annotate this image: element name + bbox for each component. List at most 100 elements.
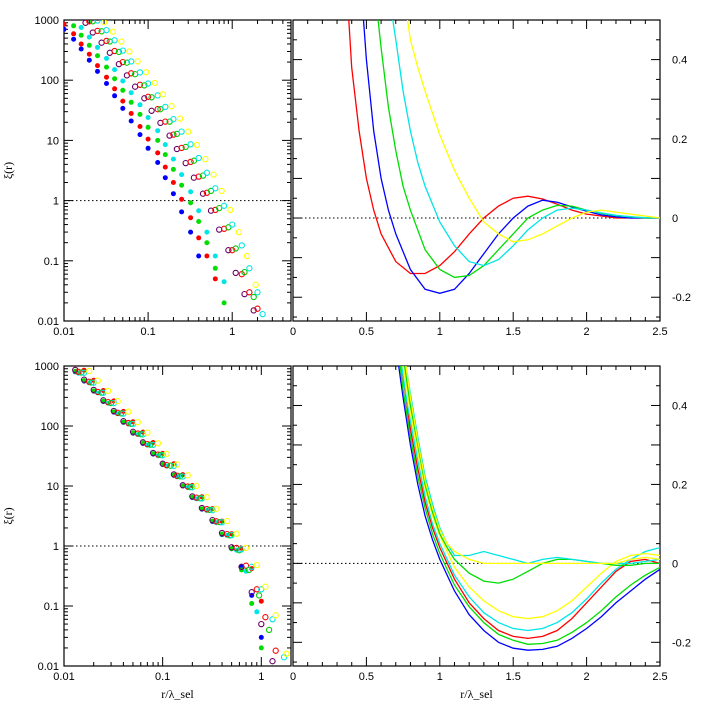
data-point <box>155 160 161 165</box>
data-point <box>210 171 217 178</box>
data-point <box>128 90 134 96</box>
data-point <box>137 431 144 438</box>
plot-frame <box>63 365 292 667</box>
data-point <box>170 166 176 172</box>
data-point <box>248 589 255 596</box>
data-point <box>166 132 173 139</box>
data-point <box>118 38 125 45</box>
plot-frame <box>292 19 661 322</box>
x-tick-label: 0.01 <box>53 326 74 338</box>
data-point <box>283 650 290 657</box>
data-point <box>167 462 174 469</box>
data-point <box>258 645 264 651</box>
data-point <box>188 215 194 221</box>
data-layer <box>72 366 290 665</box>
data-point <box>112 86 118 92</box>
data-point <box>209 516 216 524</box>
data-point <box>246 265 253 272</box>
y-tick-label: 1000 <box>35 15 59 27</box>
data-point <box>154 440 162 447</box>
data-point <box>147 441 154 448</box>
panel-bottom-right: 0 0.5 1 1.5 2 2.5 -0.2 0 0.2 0.4 r/λ_sel <box>290 365 691 701</box>
data-point <box>86 20 93 25</box>
data-point <box>189 493 196 500</box>
y-tick-label: 100 <box>41 75 59 87</box>
data-point <box>187 141 194 148</box>
y-tick-label: 0.4 <box>672 400 687 412</box>
data-point <box>78 32 84 38</box>
data-point <box>104 74 109 80</box>
data-point <box>255 592 263 599</box>
data-point <box>213 518 220 525</box>
x-axis-title: r/λ_sel <box>161 687 194 701</box>
data-point <box>254 289 261 296</box>
series-line <box>402 366 660 620</box>
data-point <box>78 25 84 30</box>
data-point <box>123 59 131 66</box>
data-point <box>82 20 89 26</box>
y-tick-label: 0 <box>672 558 678 570</box>
data-point <box>216 518 223 526</box>
data-point <box>111 47 118 55</box>
data-point <box>136 69 144 76</box>
data-point <box>203 506 210 513</box>
data-point <box>64 21 67 27</box>
data-point <box>112 76 118 82</box>
y-axis-title: ξ(r) <box>1 507 15 524</box>
data-point <box>269 658 276 665</box>
y-tick-label: 1 <box>53 541 59 553</box>
data-point <box>188 200 194 206</box>
data-point <box>216 226 223 233</box>
x-tick-label: 0.5 <box>359 671 374 683</box>
data-point <box>103 26 110 34</box>
data-point <box>212 253 218 259</box>
data-point <box>86 51 92 57</box>
data-point <box>151 79 158 87</box>
data-point <box>144 440 151 448</box>
data-point <box>162 164 168 170</box>
data-point <box>128 118 134 124</box>
data-point <box>213 505 220 513</box>
data-point <box>71 36 77 42</box>
data-point <box>218 187 225 195</box>
series-line <box>405 366 660 565</box>
data-point <box>134 58 141 65</box>
data-point <box>258 598 264 604</box>
data-point <box>107 399 115 407</box>
y-tick-label: 0.01 <box>38 316 59 328</box>
x-tick-label: 1.5 <box>506 326 521 338</box>
data-point <box>170 462 178 470</box>
data-point <box>125 408 132 415</box>
data-point <box>229 221 236 228</box>
data-point <box>209 507 216 514</box>
data-point <box>188 229 194 235</box>
data-point <box>179 209 185 215</box>
series-line <box>406 20 660 243</box>
data-point <box>252 281 259 288</box>
data-point <box>72 366 79 374</box>
data-point <box>204 240 210 246</box>
data-point <box>221 300 227 306</box>
data-point <box>170 131 177 138</box>
data-point <box>159 452 166 459</box>
data-point <box>154 106 161 113</box>
data-point <box>128 58 135 65</box>
data-point <box>189 484 196 491</box>
data-point <box>232 245 239 252</box>
y-tick-label: 10 <box>47 135 59 147</box>
y-tick-label: -0.2 <box>672 637 691 649</box>
data-point <box>182 143 189 151</box>
data-point <box>145 124 151 130</box>
data-point <box>114 398 121 405</box>
data-point <box>206 506 213 514</box>
data-point <box>225 247 232 254</box>
x-tick-label: 0.01 <box>53 671 74 683</box>
data-point <box>232 269 239 277</box>
data-point <box>202 155 209 163</box>
x-tick-label: 1.5 <box>506 671 521 683</box>
data-point <box>137 102 143 108</box>
y-tick-label: 0.4 <box>672 55 687 67</box>
data-point <box>176 115 184 122</box>
data-point <box>159 460 166 467</box>
